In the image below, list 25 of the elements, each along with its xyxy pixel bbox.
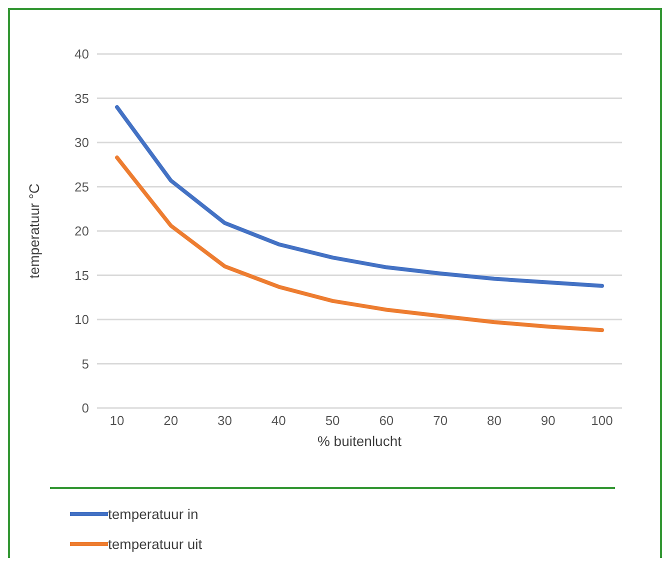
x-tick-label: 80 (486, 413, 502, 428)
line-series (115, 156, 604, 332)
x-axis-title: % buitenlucht (317, 432, 402, 449)
x-tick-label: 60 (379, 413, 394, 428)
legend-label: temperatuur in (108, 506, 198, 522)
y-tick-label: 40 (74, 46, 89, 62)
x-tick-label: 10 (110, 413, 124, 428)
y-tick-label: 5 (82, 356, 89, 372)
line-series (115, 105, 604, 288)
x-tick-label: 50 (325, 413, 340, 428)
x-tick-label: 40 (271, 413, 286, 428)
x-tick-label: 30 (218, 413, 232, 428)
y-tick-label: 25 (74, 179, 89, 194)
y-tick-label: 35 (74, 90, 89, 106)
legend-label: temperatuur uit (108, 536, 202, 552)
y-axis-title: temperatuur °C (26, 183, 42, 279)
y-tick-label: 30 (74, 135, 89, 150)
x-tick-label: 100 (591, 413, 613, 428)
x-tick-label: 20 (164, 413, 178, 428)
y-tick-label: 15 (74, 268, 89, 283)
y-tick-label: 20 (74, 224, 89, 239)
y-tick-label: 0 (82, 400, 89, 416)
x-tick-label: 70 (433, 413, 448, 428)
y-tick-label: 10 (74, 312, 89, 328)
x-tick-label: 90 (540, 413, 556, 428)
